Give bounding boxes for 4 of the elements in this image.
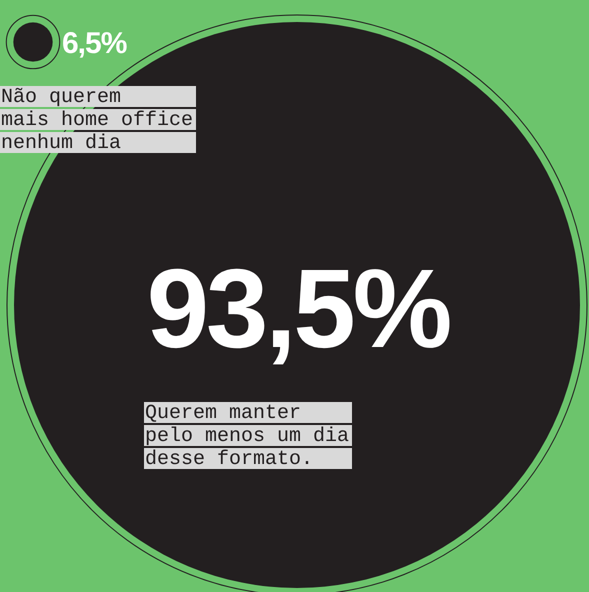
data-label: 93,5% — [146, 246, 450, 371]
category-label: Querem manter pelo menos um dia desse formato. — [145, 402, 350, 471]
data-label: 6,5% — [62, 27, 127, 60]
category-label: Não querem mais home office nenhum dia — [1, 86, 194, 155]
